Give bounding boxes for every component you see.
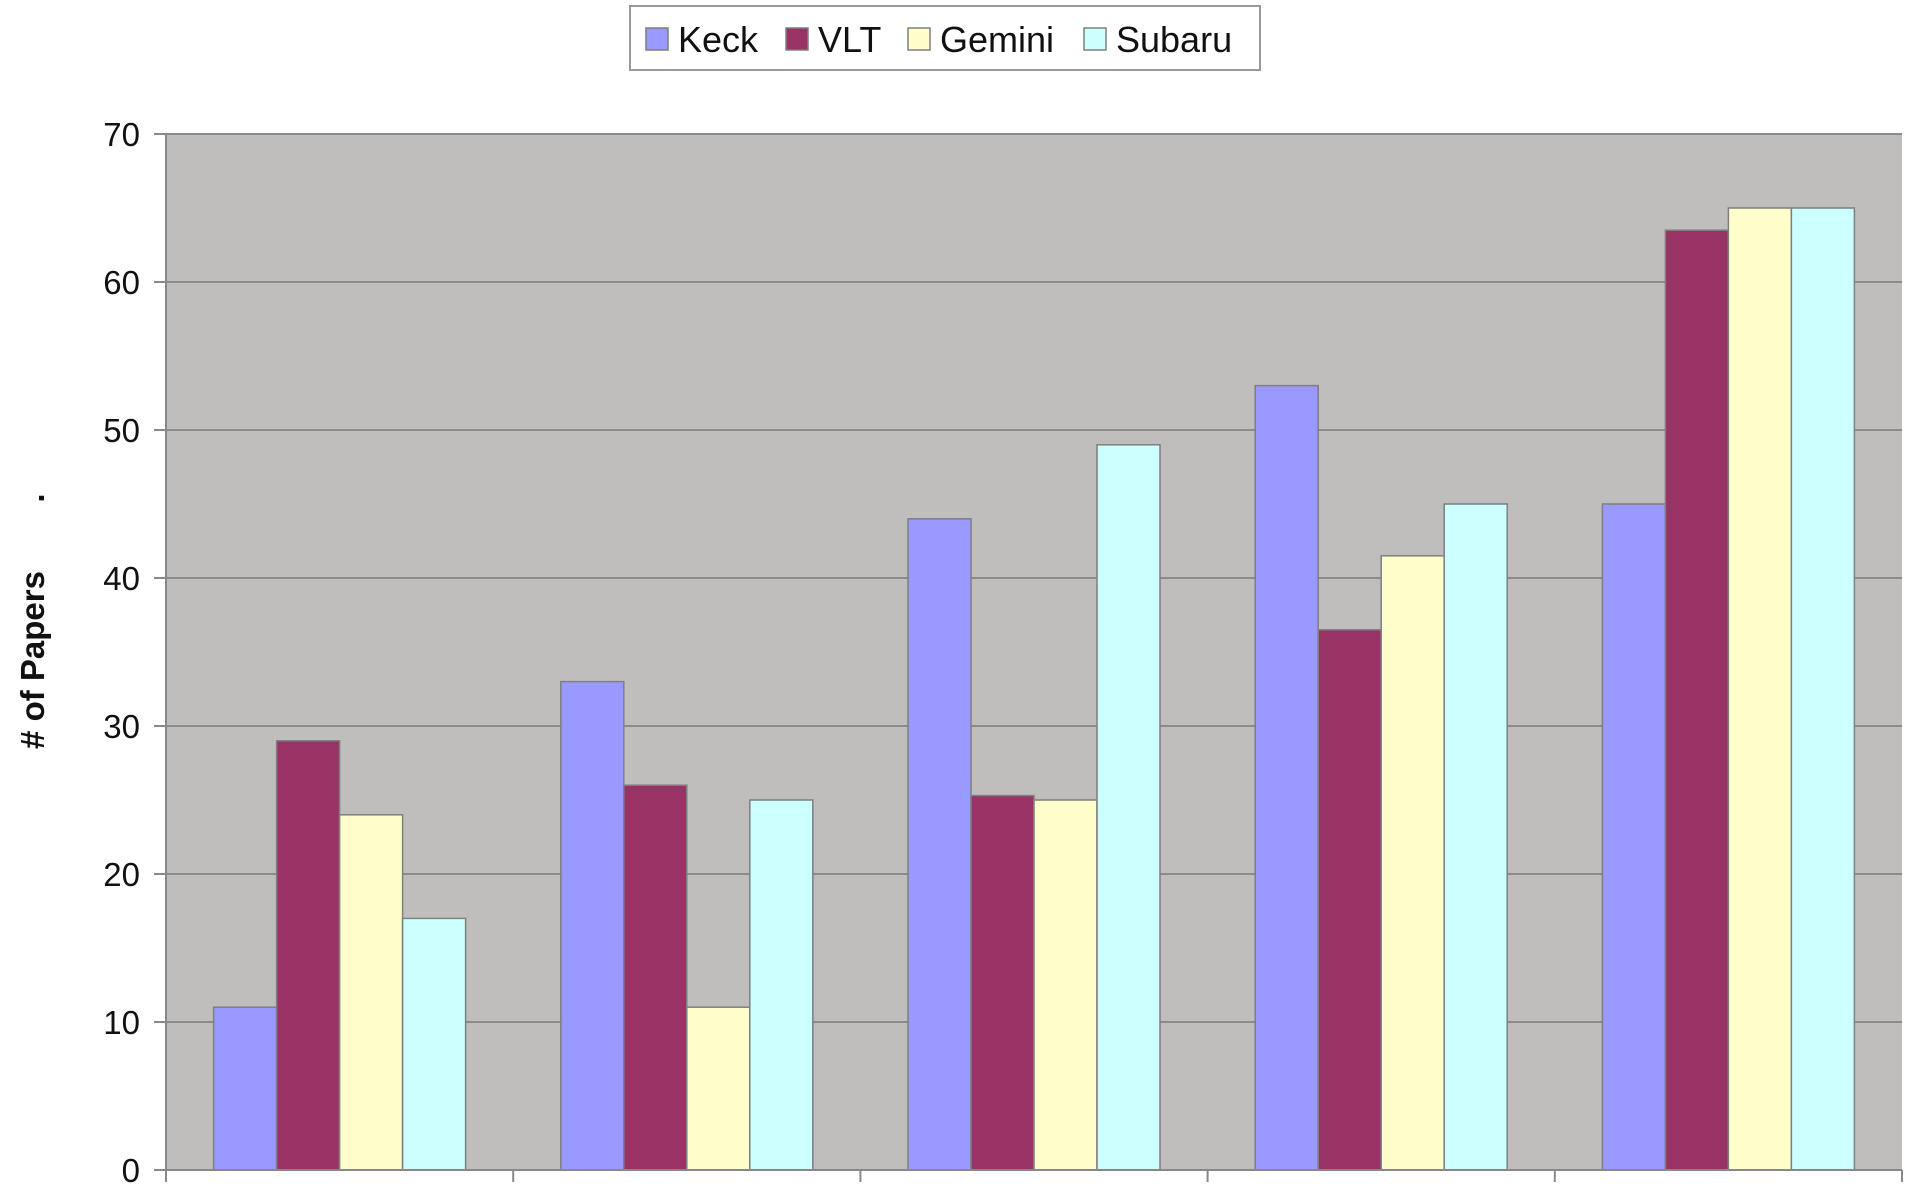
legend-label-vlt: VLT xyxy=(818,19,881,60)
y-tick-label: 30 xyxy=(103,708,140,745)
bar-gemini xyxy=(1380,555,1445,1171)
y-tick-label: 20 xyxy=(103,856,140,893)
legend-swatch-gemini xyxy=(907,27,931,51)
y-tick-label: 50 xyxy=(103,412,140,449)
legend-label-subaru: Subaru xyxy=(1116,19,1232,60)
y-axis-title: # of Papers . xyxy=(14,493,51,749)
bar-keck xyxy=(1601,503,1667,1171)
bar-subaru xyxy=(1096,444,1161,1171)
bar-keck xyxy=(1254,384,1319,1171)
y-tick-label: 70 xyxy=(103,116,140,153)
bar-subaru xyxy=(749,799,814,1171)
bar-gemini xyxy=(1727,207,1793,1171)
legend-swatch-vlt xyxy=(785,27,809,51)
bar-gemini xyxy=(338,814,404,1171)
bar-vlt xyxy=(1317,629,1382,1171)
y-tick-label: 40 xyxy=(103,560,140,597)
y-tick-label: 0 xyxy=(122,1152,140,1189)
bar-keck xyxy=(907,518,972,1171)
bar-subaru xyxy=(1443,503,1508,1171)
y-tick-labels: 0 10 20 30 40 50 60 70 xyxy=(103,116,140,1189)
bar-gemini xyxy=(1033,799,1098,1171)
y-axis-label: # of Papers xyxy=(14,571,51,749)
bar-vlt xyxy=(970,794,1035,1171)
bar-vlt xyxy=(275,740,341,1171)
y-tick-label: 10 xyxy=(103,1004,140,1041)
y-tick-label: 60 xyxy=(103,264,140,301)
legend-box xyxy=(629,5,1261,71)
y-axis-label-dot: . xyxy=(14,493,51,502)
legend-swatch-subaru xyxy=(1083,27,1107,51)
axes xyxy=(154,133,1903,1182)
bar-subaru xyxy=(401,917,467,1171)
bar-subaru xyxy=(1790,207,1856,1171)
bar-vlt xyxy=(1664,229,1730,1171)
bar-keck xyxy=(212,1006,278,1171)
legend: Keck VLT Gemini Subaru xyxy=(629,5,1261,71)
legend-label-keck: Keck xyxy=(678,19,759,60)
legend-label-gemini: Gemini xyxy=(940,19,1054,60)
bar-gemini xyxy=(686,1006,751,1171)
bar-keck xyxy=(560,680,625,1171)
bar-vlt xyxy=(623,784,688,1171)
legend-swatch-keck xyxy=(645,27,669,51)
